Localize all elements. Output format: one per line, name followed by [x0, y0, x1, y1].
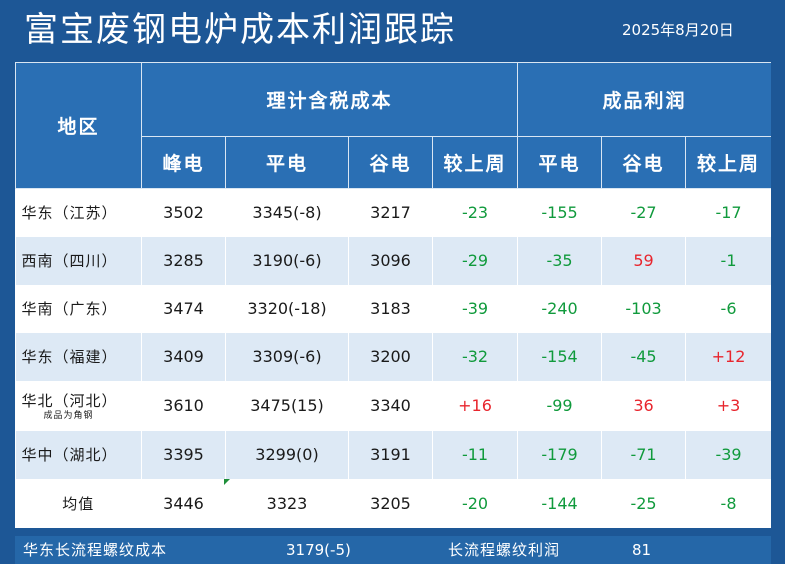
- cost-flat-cell: 3299(0): [225, 430, 349, 479]
- header-profit-wow: 较上周: [685, 136, 771, 189]
- region-cell: 均值: [15, 478, 142, 528]
- profit-valley-cell: -27: [601, 188, 687, 237]
- region-cell: 西南（四川）: [15, 236, 142, 285]
- profit-valley-cell: -103: [601, 284, 687, 333]
- cost-wow-cell: -32: [432, 332, 519, 381]
- region-cell: 华南（广东）: [15, 284, 142, 333]
- profit-valley-cell: -25: [601, 478, 687, 528]
- profit-valley-cell: 36: [601, 380, 687, 431]
- profit-wow-cell: +12: [685, 332, 771, 381]
- profit-valley-cell: -71: [601, 430, 687, 479]
- long-process-cost-value: 3179(-5): [286, 541, 351, 559]
- profit-wow-cell: -8: [685, 478, 771, 528]
- profit-wow-cell: -1: [685, 236, 771, 285]
- profit-flat-cell: -240: [517, 284, 603, 333]
- cost-wow-cell: -23: [432, 188, 519, 237]
- header-profit-valley: 谷电: [601, 136, 687, 189]
- cost-valley-cell: 3183: [348, 284, 433, 333]
- cost-valley-cell: 3096: [348, 236, 433, 285]
- cost-wow-cell: +16: [432, 380, 519, 431]
- table-row: 均值 3446 3323 3205 -20 -144 -25 -8: [15, 478, 771, 528]
- profit-wow-cell: -6: [685, 284, 771, 333]
- long-process-profit-label: 长流程螺纹利润: [448, 541, 561, 559]
- cost-peak-cell: 3285: [141, 236, 226, 285]
- header-cost-group: 理计含税成本: [140, 62, 519, 137]
- cost-wow-cell: -11: [432, 430, 519, 479]
- table-row: 华南（广东） 3474 3320(-18) 3183 -39 -240 -103 -6: [15, 284, 771, 333]
- region-cell: 华东（江苏）: [15, 188, 142, 237]
- footer-bar: 华东长流程螺纹成本 3179(-5) 长流程螺纹利润 81: [15, 536, 771, 564]
- profit-flat-cell: -35: [517, 236, 603, 285]
- region-name: 西南（四川）: [21, 252, 118, 270]
- region-name: 华东（福建）: [21, 348, 118, 366]
- profit-flat-cell: -99: [517, 380, 603, 431]
- cost-flat-cell: 3345(-8): [225, 188, 349, 237]
- profit-wow-cell: -39: [685, 430, 771, 479]
- cost-peak-cell: 3446: [141, 478, 226, 528]
- cost-flat-cell: 3320(-18): [225, 284, 349, 333]
- profit-flat-cell: -179: [517, 430, 603, 479]
- region-note: 成品为角钢: [43, 410, 94, 421]
- cost-wow-cell: -39: [432, 284, 519, 333]
- cost-peak-cell: 3502: [141, 188, 226, 237]
- profit-wow-cell: -17: [685, 188, 771, 237]
- cost-profit-table: 地区 理计含税成本 成品利润 峰电 平电 谷电 较上周 平电 谷电 较上周 华东…: [15, 62, 771, 528]
- cost-flat-cell: 3475(15): [225, 380, 349, 431]
- long-process-cost-label: 华东长流程螺纹成本: [23, 541, 168, 559]
- region-name: 华中（湖北）: [21, 446, 118, 464]
- cost-valley-cell: 3340: [348, 380, 433, 431]
- table-row: 西南（四川） 3285 3190(-6) 3096 -29 -35 59 -1: [15, 236, 771, 285]
- profit-flat-cell: -155: [517, 188, 603, 237]
- report-date: 2025年8月20日: [622, 21, 734, 39]
- cost-wow-cell: -29: [432, 236, 519, 285]
- region-name: 华北（河北）: [21, 391, 118, 410]
- region-cell: 华中（湖北）: [15, 430, 142, 479]
- cost-peak-cell: 3610: [141, 380, 226, 431]
- table-row: 华中（湖北） 3395 3299(0) 3191 -11 -179 -71 -39: [15, 430, 771, 479]
- header-profit-flat: 平电: [517, 136, 603, 189]
- profit-valley-cell: -45: [601, 332, 687, 381]
- cost-flat-cell: 3323: [225, 478, 349, 528]
- header-profit-group: 成品利润: [517, 62, 771, 137]
- region-cell: 华北（河北） 成品为角钢: [15, 380, 142, 431]
- cost-flat-cell: 3309(-6): [225, 332, 349, 381]
- cost-valley-cell: 3191: [348, 430, 433, 479]
- table-row: 华东（江苏） 3502 3345(-8) 3217 -23 -155 -27 -17: [15, 188, 771, 237]
- header-cost-flat: 平电: [225, 136, 349, 189]
- profit-flat-cell: -144: [517, 478, 603, 528]
- header-cost-wow: 较上周: [431, 136, 519, 189]
- cost-profit-table-panel: 地区 理计含税成本 成品利润 峰电 平电 谷电 较上周 平电 谷电 较上周 华东…: [15, 62, 771, 528]
- table-row: 华北（河北） 成品为角钢 3610 3475(15) 3340 +16 -99 36 +3: [15, 380, 771, 431]
- cost-valley-cell: 3205: [348, 478, 433, 528]
- table-body: 华东（江苏） 3502 3345(-8) 3217 -23 -155 -27 -17 西南（四川…: [15, 188, 771, 528]
- cost-valley-cell: 3200: [348, 332, 433, 381]
- region-name: 华南（广东）: [21, 300, 118, 318]
- profit-flat-cell: -154: [517, 332, 603, 381]
- cell-marker-icon: [224, 479, 230, 485]
- cost-peak-cell: 3395: [141, 430, 226, 479]
- profit-valley-cell: 59: [601, 236, 687, 285]
- cost-wow-cell: -20: [432, 478, 519, 528]
- region-cell: 华东（福建）: [15, 332, 142, 381]
- long-process-profit-value: 81: [632, 541, 652, 559]
- header-cost-valley: 谷电: [348, 136, 433, 189]
- region-name: 均值: [62, 495, 95, 513]
- cost-flat-cell: 3190(-6): [225, 236, 349, 285]
- cost-peak-cell: 3409: [141, 332, 226, 381]
- header-region: 地区: [15, 62, 142, 189]
- cost-valley-cell: 3217: [348, 188, 433, 237]
- cost-peak-cell: 3474: [141, 284, 226, 333]
- page-title: 富宝废钢电炉成本利润跟踪: [24, 10, 456, 50]
- profit-wow-cell: +3: [685, 380, 771, 431]
- region-name: 华东（江苏）: [21, 204, 118, 223]
- table-row: 华东（福建） 3409 3309(-6) 3200 -32 -154 -45 +12: [15, 332, 771, 381]
- header-cost-peak: 峰电: [141, 136, 226, 189]
